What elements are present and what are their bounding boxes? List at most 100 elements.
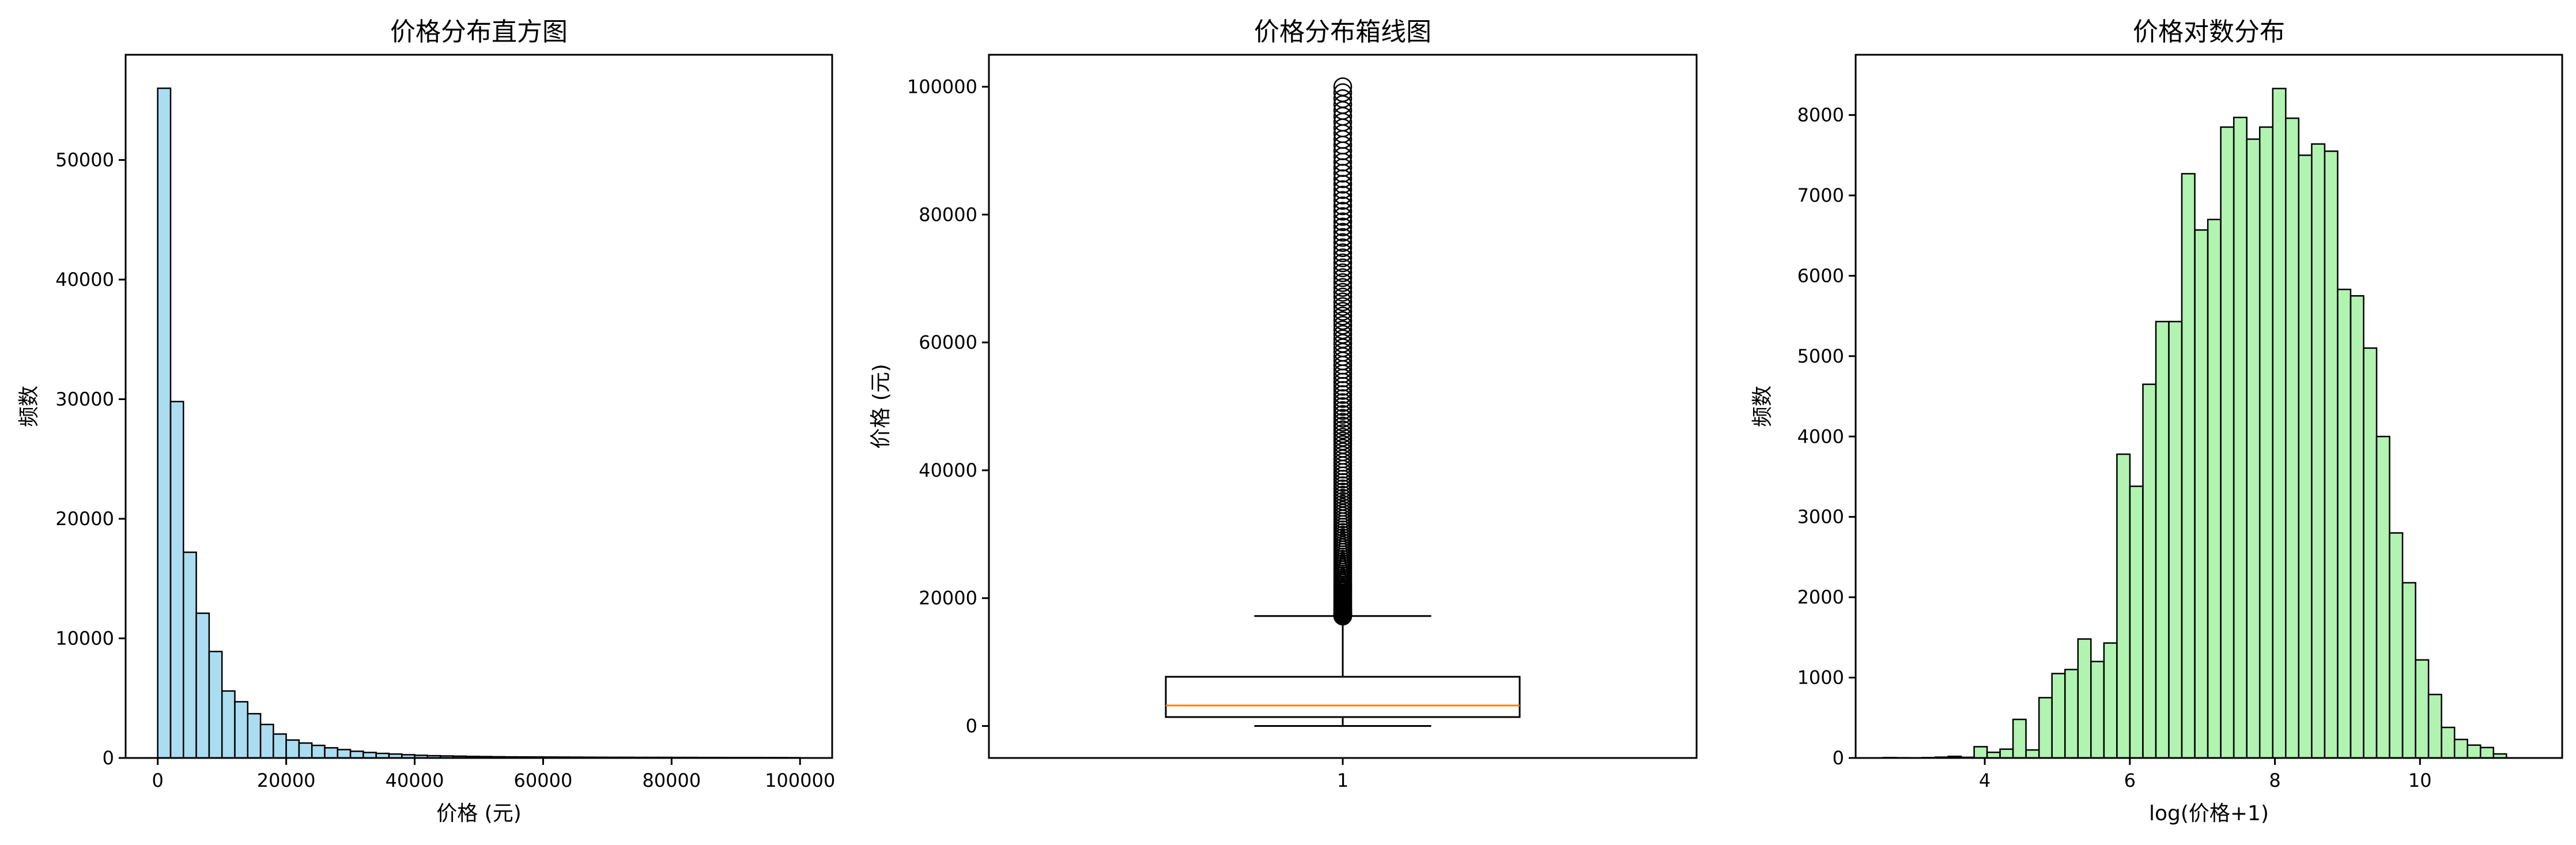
x-tick-label: 10 [2408,769,2432,791]
axes-frame [1854,54,2563,759]
histogram-bar [221,690,236,759]
histogram-bar [169,401,184,759]
outlier-point [1333,329,1353,349]
histogram-bar [2337,288,2352,759]
histogram-bar [349,750,364,759]
x-tick-label: 80000 [642,769,701,791]
x-tick-label: 40000 [386,769,444,791]
outlier-point [1333,212,1353,231]
y-tick-label: 20000 [55,508,114,530]
x-tick-label: 1 [1337,769,1349,791]
axes-frame [124,54,833,759]
histogram-bar [2194,229,2209,759]
x-axis-label: 价格 (元) [436,802,522,825]
outlier-point [1333,207,1353,226]
histogram-bar [2155,320,2170,759]
histogram-bar [2480,746,2495,759]
histogram-bar [2116,453,2131,759]
histogram-bar [2103,642,2118,759]
outlier-point [1333,89,1353,108]
panel-3: 0 1000 2000 3000 4000 5000 6000 7000 8000 4 6 8 10 价格… [1751,17,2563,825]
y-tick-label: 0 [1833,747,1844,769]
histogram-bar [2324,150,2339,759]
outlier-point [1333,77,1353,96]
outlier-point [1333,186,1353,205]
histogram-bar [2168,320,2183,759]
histogram-bar [2467,744,2481,759]
outlier-point [1333,428,1353,447]
outlier-point [1333,325,1353,344]
outlier-point [1333,311,1353,330]
outlier-point [1333,273,1353,292]
histogram-bar [2090,661,2105,759]
outlier-point [1333,228,1353,247]
y-tick-label: 80000 [919,203,977,225]
histogram-bar [1999,748,2014,759]
histogram-bar [2350,295,2365,759]
histogram-bar [2064,669,2079,759]
histogram-bar [2246,138,2261,759]
y-tick-label: 0 [103,747,114,769]
histogram-bar [2389,532,2404,759]
histogram-bar [183,551,197,759]
y-axis-label: 频数 [17,386,41,427]
histogram-bar [2415,659,2430,759]
outlier-point [1333,431,1353,451]
y-tick-label: 2000 [1797,586,1844,608]
y-tick-label: 1000 [1797,667,1844,689]
outlier-point [1333,222,1353,242]
y-axis-label: 价格 (元) [869,364,893,449]
outlier-point [1333,393,1353,412]
outlier-point [1333,401,1353,420]
x-axis-label: log(价格+1) [2149,802,2269,825]
outlier-point [1333,413,1353,432]
x-tick-label: 20000 [257,769,316,791]
outlier-point [1333,248,1353,267]
histogram-bar [2181,173,2196,759]
y-tick-label: 30000 [55,388,114,410]
box [1165,676,1521,718]
outlier-point [1333,306,1353,326]
y-tick-label: 7000 [1797,184,1844,206]
outlier-point [1333,292,1353,311]
histogram-bar [2401,582,2416,759]
outlier-points [1333,77,1353,626]
outlier-point [1333,263,1353,282]
outlier-point [1333,315,1353,335]
outlier-point [1333,385,1353,404]
outlier-point [1333,217,1353,237]
outlier-point [1333,416,1353,436]
histogram-bar [2441,726,2456,759]
histogram-bar [2142,383,2157,759]
x-tick-label: 4 [1979,769,1990,791]
outlier-point [1333,424,1353,443]
outlier-point [1333,243,1353,262]
outlier-point [1333,253,1353,273]
outlier-point [1333,268,1353,288]
y-tick-label: 10000 [55,628,114,650]
outlier-point [1333,233,1353,252]
y-tick-label: 0 [966,715,977,737]
histogram-bar [247,712,262,759]
histogram-bar [2375,436,2390,759]
histogram-bar [337,749,352,759]
histogram-bar [324,747,339,759]
y-tick-label: 60000 [919,331,977,353]
y-tick-label: 4000 [1797,425,1844,447]
y-tick-label: 3000 [1797,506,1844,528]
histogram-bar [2012,718,2027,759]
outlier-point [1333,297,1353,316]
histogram-bar [2363,347,2378,759]
histogram-bar [2077,638,2092,759]
outlier-point [1333,196,1353,216]
x-tick-label: 6 [2124,769,2136,791]
histogram-bar [298,742,313,759]
chart-title: 价格对数分布 [2133,17,2285,47]
histogram-bar [2258,126,2273,759]
outlier-point [1333,435,1353,454]
y-tick-label: 50000 [55,149,114,171]
y-tick-label: 6000 [1797,265,1844,286]
histogram-bar [234,701,249,759]
x-tick-label: 60000 [514,769,573,791]
